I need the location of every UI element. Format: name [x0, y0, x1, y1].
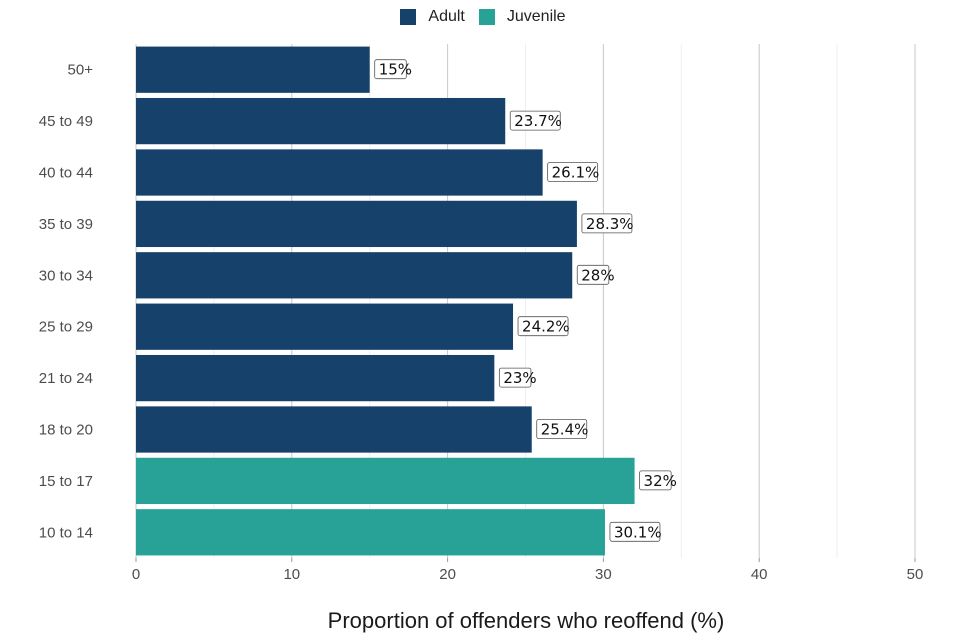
y-tick-label: 30 to 34: [39, 267, 93, 284]
data-label-box: [374, 59, 407, 80]
data-label: 24.2%: [522, 318, 570, 336]
data-label-box: [547, 162, 599, 182]
x-axis-title: Proportion of offenders who reoffend (%): [328, 608, 725, 633]
y-tick-label: 25 to 29: [39, 319, 93, 336]
x-tick-label: 10: [283, 566, 300, 583]
y-tick-label: 50+: [68, 62, 94, 79]
legend-label-adult: Adult: [428, 8, 465, 25]
bar: [136, 354, 495, 402]
y-tick-label: 21 to 24: [39, 370, 93, 387]
bar: [136, 200, 577, 248]
legend-swatch-adult: [400, 9, 417, 25]
legend-label-juvenile: Juvenile: [506, 8, 566, 25]
y-tick-label: 10 to 14: [39, 524, 93, 541]
bar: [136, 303, 514, 350]
y-tick-label: 40 to 44: [39, 165, 93, 182]
data-label-box: [581, 213, 633, 234]
x-tick-label: 0: [132, 566, 140, 583]
data-label: 26.1%: [552, 164, 600, 182]
y-tick-label: 45 to 49: [39, 113, 93, 130]
y-tick-label: 18 to 20: [39, 422, 93, 439]
y-tick-label: 35 to 39: [39, 216, 93, 233]
bar: [136, 457, 635, 505]
data-label-box: [498, 367, 532, 388]
data-label-box: [639, 470, 672, 491]
x-tick-label: 40: [751, 566, 768, 583]
data-label: 23.7%: [514, 112, 562, 130]
data-label: 32%: [644, 472, 677, 490]
x-tick-label: 50: [907, 566, 924, 583]
x-tick-label: 20: [439, 566, 456, 583]
bar: [136, 406, 532, 453]
legend-swatch-juvenile: [478, 9, 495, 25]
y-axis-ticks: 50+ 45 to 49 40 to 44 35 to 39 30 to 34 25 to…: [39, 62, 93, 542]
bar: [136, 46, 370, 93]
bars: [136, 46, 635, 556]
data-label-box: [576, 264, 610, 285]
legend-item-juvenile: Juvenile: [478, 8, 566, 26]
y-tick-label: 15 to 17: [39, 473, 93, 490]
legend-item-adult: Adult: [400, 8, 465, 26]
data-label-box: [609, 521, 661, 542]
x-axis-ticks: 0 10 20 30 40 50: [132, 558, 924, 583]
bar: [136, 252, 573, 299]
data-labels: 15% 23.7% 26.1% 28.3% 28% 24.2% 23% 25.4% 32% 30.…: [374, 59, 677, 542]
data-label: 25.4%: [541, 421, 589, 439]
x-tick-label: 30: [595, 566, 612, 583]
data-label: 28%: [581, 266, 614, 284]
data-label: 23%: [503, 369, 536, 387]
data-label: 30.1%: [614, 523, 662, 541]
data-label-box: [536, 419, 588, 439]
bar: [136, 509, 605, 556]
legend: Adult Juvenile: [0, 8, 960, 26]
data-label-box: [517, 316, 569, 337]
bar: [136, 97, 506, 145]
data-label: 15%: [379, 61, 412, 79]
bar: [136, 149, 543, 196]
data-label-box: [509, 110, 561, 131]
data-label: 28.3%: [586, 215, 634, 233]
